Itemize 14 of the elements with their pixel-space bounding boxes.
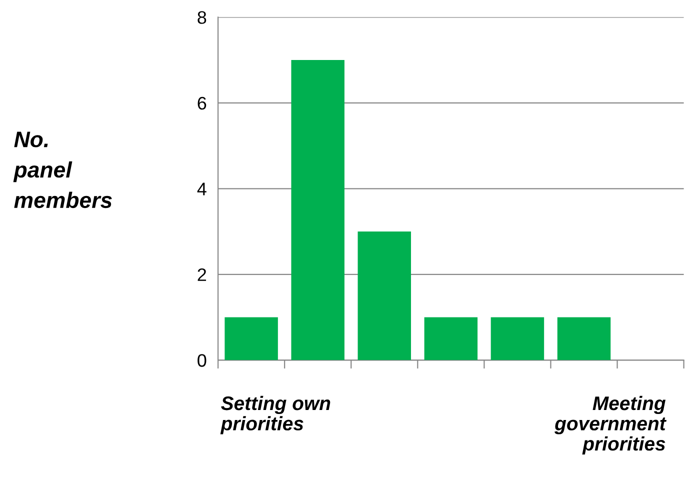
bar (424, 317, 478, 360)
y-tick-label: 8 (198, 11, 206, 24)
y-tick-label: 4 (197, 182, 206, 196)
y-tick-label: 6 (198, 96, 206, 110)
y-tick-label: 0 (198, 354, 206, 367)
y-tick-label: 2 (198, 268, 206, 281)
bar (358, 232, 411, 360)
text: Setting own priorities (220, 396, 330, 434)
text: Meeting government priorities (554, 396, 667, 455)
bar (557, 317, 611, 360)
bar (490, 317, 544, 360)
bar (291, 60, 344, 360)
bar (224, 317, 278, 360)
y-axis-title: No. panel members (13, 132, 112, 208)
